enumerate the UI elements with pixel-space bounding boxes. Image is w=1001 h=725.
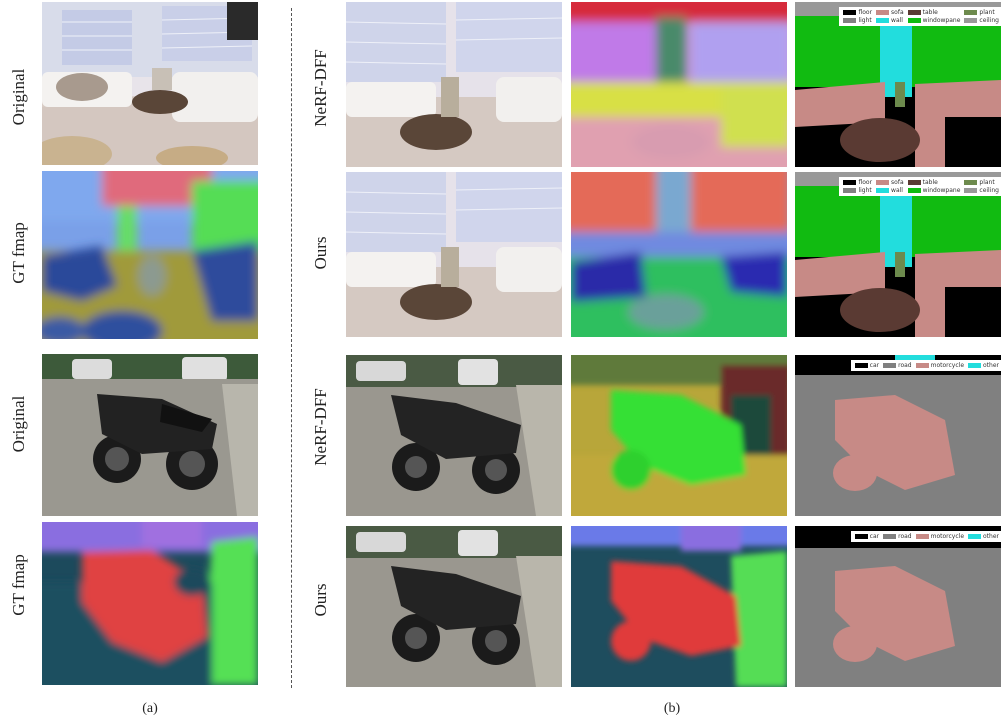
legend-swatch <box>843 180 857 185</box>
room-legend-2: floor sofa table plant light wall window… <box>839 177 1001 196</box>
room-gt-feature-map <box>42 171 258 339</box>
legend-swatch <box>876 18 890 23</box>
legend-label: table <box>922 179 938 186</box>
legend-swatch <box>883 363 897 368</box>
legend-label: sofa <box>891 179 904 186</box>
motorcycle-ours-rgb <box>346 526 562 687</box>
motorcycle-ours-feature-map <box>571 526 787 687</box>
motorcycle-legend-2: car road motorcycle other <box>850 531 1001 542</box>
legend-item: car <box>854 362 880 369</box>
legend-item: windowpane <box>907 187 961 194</box>
legend-swatch <box>968 363 982 368</box>
legend-label: wall <box>891 187 903 194</box>
legend-swatch <box>843 10 857 15</box>
room-nerf-dff-segmentation: floor sofa table plant light wall window… <box>795 2 1001 167</box>
legend-item: plant <box>964 179 999 186</box>
legend-item: ceiling <box>964 187 999 194</box>
legend-label: table <box>922 9 938 16</box>
legend-swatch <box>968 534 982 539</box>
motorcycle-nerf-dff-rgb <box>346 355 562 516</box>
legend-swatch <box>907 18 921 23</box>
legend-label: road <box>898 533 912 540</box>
motorcycle-ours-segmentation: car road motorcycle other <box>795 526 1001 687</box>
legend-label: windowpane <box>922 17 961 24</box>
caption-a: (a) <box>142 701 158 716</box>
legend-label: light <box>858 17 872 24</box>
legend-swatch <box>883 534 897 539</box>
legend-swatch <box>907 188 921 193</box>
legend-label: sofa <box>891 9 904 16</box>
legend-item: car <box>854 533 880 540</box>
legend-item: sofa <box>876 9 904 16</box>
legend-item: motorcycle <box>915 533 965 540</box>
room-nerf-dff-feature-map <box>571 2 787 167</box>
legend-swatch <box>907 180 921 185</box>
legend-label: wall <box>891 17 903 24</box>
caption-b: (b) <box>663 701 681 716</box>
legend-swatch <box>876 10 890 15</box>
motorcycle-legend-1: car road motorcycle other <box>850 360 1001 371</box>
legend-swatch <box>964 18 978 23</box>
legend-label: car <box>869 533 880 540</box>
legend-swatch <box>876 180 890 185</box>
motorcycle-nerf-dff-segmentation: car road motorcycle other <box>795 355 1001 516</box>
room-nerf-dff-rgb <box>346 2 562 167</box>
legend-swatch <box>854 363 868 368</box>
legend-item: floor <box>843 179 872 186</box>
legend-label: light <box>858 187 872 194</box>
legend-item: windowpane <box>907 17 961 24</box>
legend-swatch <box>915 534 929 539</box>
row-label-gt-fmap-motorcycle: GT fmap <box>9 554 28 616</box>
room-ours-feature-map <box>571 172 787 337</box>
motorcycle-original-image <box>42 354 258 516</box>
legend-item: other <box>968 533 999 540</box>
legend-label: plant <box>979 9 995 16</box>
legend-item: other <box>968 362 999 369</box>
legend-label: plant <box>979 179 995 186</box>
legend-label: other <box>983 533 999 540</box>
legend-swatch <box>964 10 978 15</box>
legend-label: windowpane <box>922 187 961 194</box>
motorcycle-nerf-dff-feature-map <box>571 355 787 516</box>
legend-swatch <box>915 363 929 368</box>
legend-item: floor <box>843 9 872 16</box>
room-original-image <box>42 2 258 165</box>
legend-item: wall <box>876 17 904 24</box>
legend-swatch <box>843 188 857 193</box>
legend-item: road <box>883 533 912 540</box>
legend-item: road <box>883 362 912 369</box>
legend-item: light <box>843 17 872 24</box>
legend-swatch <box>876 188 890 193</box>
column-divider <box>291 8 292 688</box>
row-label-ours-motorcycle: Ours <box>311 583 330 617</box>
legend-label: other <box>983 362 999 369</box>
legend-label: road <box>898 362 912 369</box>
legend-item: table <box>907 179 961 186</box>
legend-label: car <box>869 362 880 369</box>
legend-item: table <box>907 9 961 16</box>
legend-swatch <box>964 180 978 185</box>
legend-swatch <box>907 10 921 15</box>
legend-item: sofa <box>876 179 904 186</box>
legend-label: floor <box>858 9 873 16</box>
legend-swatch <box>854 534 868 539</box>
legend-label: motorcycle <box>930 533 965 540</box>
motorcycle-gt-feature-map <box>42 522 258 685</box>
legend-item: motorcycle <box>915 362 965 369</box>
legend-item: plant <box>964 9 999 16</box>
legend-item: wall <box>876 187 904 194</box>
legend-item: light <box>843 187 872 194</box>
room-ours-rgb <box>346 172 562 337</box>
room-ours-segmentation: floor sofa table plant light wall window… <box>795 172 1001 337</box>
legend-label: ceiling <box>979 187 999 194</box>
room-legend-1: floor sofa table plant light wall window… <box>839 7 1001 26</box>
legend-item: ceiling <box>964 17 999 24</box>
legend-label: ceiling <box>979 17 999 24</box>
legend-swatch <box>964 188 978 193</box>
legend-label: motorcycle <box>930 362 965 369</box>
legend-label: floor <box>858 179 873 186</box>
legend-swatch <box>843 18 857 23</box>
